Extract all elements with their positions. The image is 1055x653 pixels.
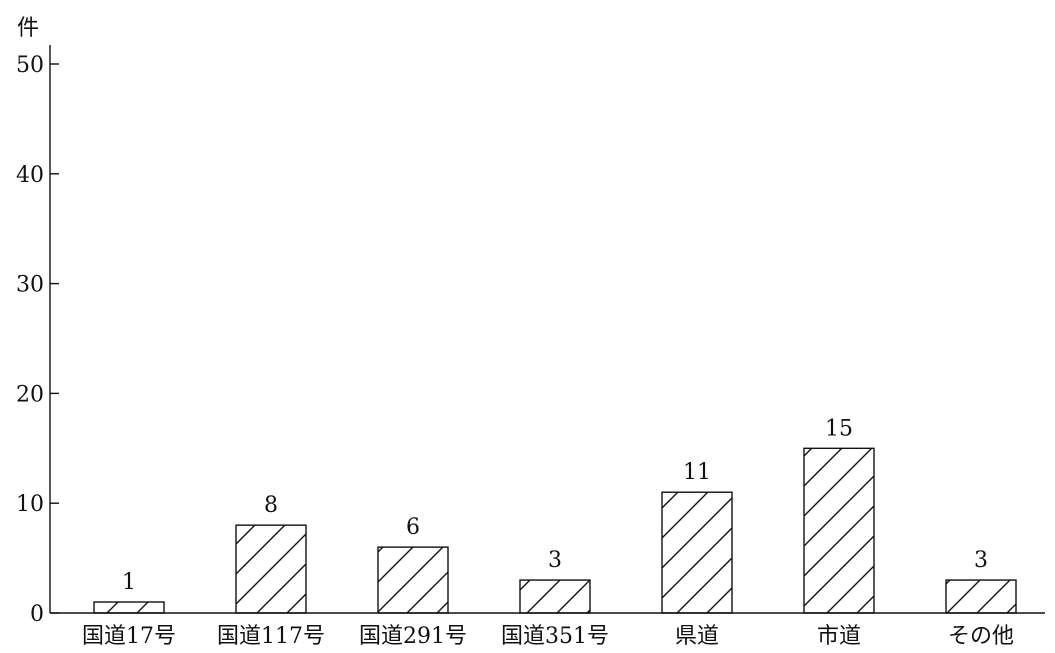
bar <box>235 524 307 614</box>
bar <box>945 579 1017 614</box>
bar <box>519 579 591 614</box>
category-label: 国道291号 <box>359 624 467 649</box>
category-label: その他 <box>948 624 1014 649</box>
y-tick-label: 0 <box>30 602 44 627</box>
category-labels: 国道17号 国道117号 国道291号 国道351号 県道 市道 その他 <box>82 624 1014 649</box>
y-tick-label: 30 <box>16 273 44 298</box>
bar <box>93 601 165 614</box>
bar-value-label: 3 <box>548 548 562 573</box>
y-axis-ticks: 0 10 20 30 40 50 <box>16 53 59 627</box>
category-label: 県道 <box>675 624 719 649</box>
data-labels: 1 8 6 3 11 15 3 <box>122 416 988 595</box>
category-label: 市道 <box>817 624 861 649</box>
category-label: 国道17号 <box>82 624 176 649</box>
bar-value-label: 1 <box>122 570 136 595</box>
bar-value-label: 3 <box>974 548 988 573</box>
bar <box>661 491 733 614</box>
category-label: 国道351号 <box>501 624 609 649</box>
y-axis-unit-label: 件 <box>17 16 39 41</box>
y-tick-label: 20 <box>16 382 44 407</box>
bar <box>803 447 875 614</box>
category-label: 国道117号 <box>217 624 325 649</box>
y-tick-label: 10 <box>16 492 44 517</box>
bar <box>377 546 449 614</box>
y-tick-label: 50 <box>16 53 44 78</box>
bar-value-label: 15 <box>825 416 853 441</box>
bars <box>93 447 1017 614</box>
bar-value-label: 8 <box>264 493 278 518</box>
y-tick-label: 40 <box>16 163 44 188</box>
bar-value-label: 11 <box>683 460 711 485</box>
bar-value-label: 6 <box>406 515 420 540</box>
